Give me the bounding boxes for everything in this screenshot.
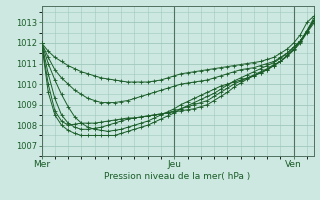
X-axis label: Pression niveau de la mer( hPa ): Pression niveau de la mer( hPa ) <box>104 172 251 181</box>
